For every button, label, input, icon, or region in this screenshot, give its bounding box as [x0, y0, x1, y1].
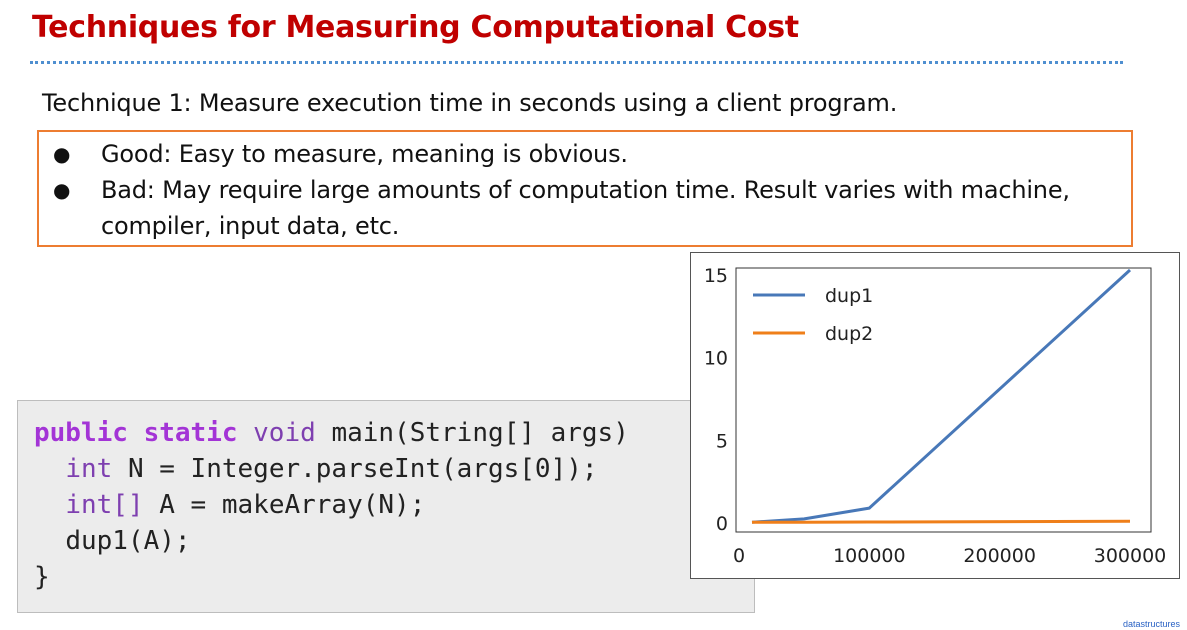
slide-title: Techniques for Measuring Computational C… [32, 10, 799, 45]
code-signature: main(String[] args) [331, 418, 629, 448]
code-type: int [65, 454, 113, 484]
title-divider [30, 61, 1123, 64]
y-tick-label: 5 [716, 430, 728, 452]
code-line: } [34, 562, 50, 592]
series-line-dup2 [751, 519, 1131, 524]
code-block: public static void main(String[] args) i… [17, 400, 755, 613]
technique-heading: Technique 1: Measure execution time in s… [42, 89, 898, 117]
y-tick-label: 0 [716, 513, 728, 535]
code-line: A = makeArray(N); [159, 490, 426, 520]
code-type: int[] [65, 490, 144, 520]
x-tick-label: 300000 [1094, 545, 1167, 567]
x-tick-label: 200000 [963, 545, 1036, 567]
x-tick-label: 100000 [833, 545, 906, 567]
chart-svg: 0 100000 200000 300000 0 5 10 15 dup1 dup2 [704, 265, 1167, 567]
series-line-dup1 [751, 268, 1132, 524]
bullet-bad-text: Bad: May require large amounts of comput… [101, 176, 1070, 240]
x-tick-label: 0 [733, 545, 745, 567]
code-type: void [253, 418, 316, 448]
footer-text: datastructures [1122, 619, 1180, 629]
code-keyword: public [34, 418, 128, 448]
code-line: dup1(A); [65, 526, 191, 556]
bullet-dot: ● [53, 142, 71, 166]
code-text: public static void main(String[] args) i… [34, 415, 629, 595]
legend-label-dup1: dup1 [825, 285, 873, 307]
plot-frame [735, 267, 1152, 533]
code-line: N = Integer.parseInt(args[0]); [127, 454, 598, 484]
pros-cons-box: ● Good: Easy to measure, meaning is obvi… [37, 130, 1133, 247]
runtime-chart: 0 100000 200000 300000 0 5 10 15 dup1 dup2 [690, 252, 1180, 579]
y-tick-label: 15 [704, 265, 728, 287]
bullet-good-text: Good: Easy to measure, meaning is obviou… [101, 140, 628, 168]
legend-label-dup2: dup2 [825, 323, 873, 345]
code-keyword: static [143, 418, 238, 448]
bullet-dot: ● [53, 178, 71, 202]
y-tick-label: 10 [704, 348, 728, 370]
